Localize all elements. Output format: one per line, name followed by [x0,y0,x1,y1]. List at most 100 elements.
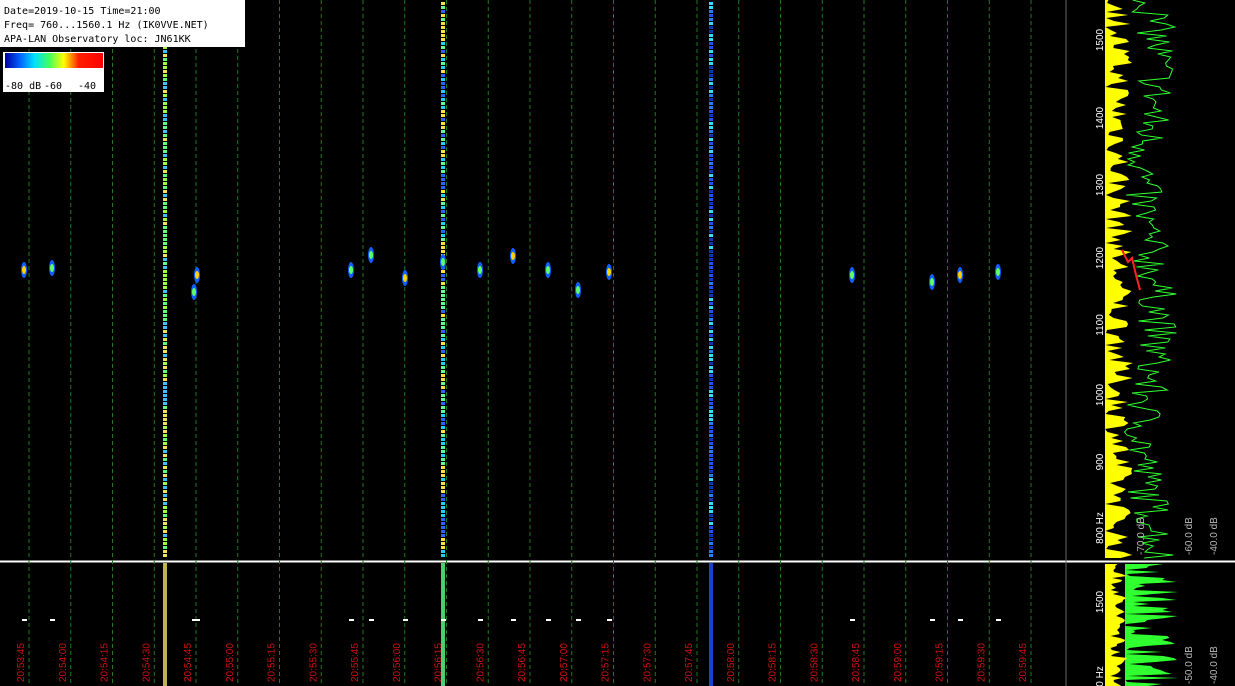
carrier [441,142,445,145]
carrier [163,162,167,165]
lower-echo [576,619,581,621]
carrier [441,446,445,449]
carrier [441,202,445,205]
carrier [163,338,167,341]
spectrum-trace [1123,0,1177,559]
carrier [163,190,167,193]
carrier [163,538,167,541]
carrier [441,434,445,437]
carrier [163,410,167,413]
carrier [709,530,713,533]
carrier [441,198,445,201]
carrier [163,290,167,293]
time-label: 20:54:30 [141,643,152,682]
carrier [441,62,445,65]
carrier [441,406,445,409]
carrier [709,226,713,229]
carrier [441,162,445,165]
carrier [709,510,713,513]
time-label: 20:59:15 [935,643,946,682]
meteor-echo [850,271,854,279]
info-box [0,0,245,47]
carrier [163,374,167,377]
carrier [709,46,713,49]
carrier [163,434,167,437]
time-label: 20:56:45 [517,643,528,682]
carrier [709,290,713,293]
carrier [163,342,167,345]
carrier [441,38,445,41]
carrier [709,258,713,261]
carrier [441,502,445,505]
carrier [709,146,713,149]
carrier [709,18,713,21]
carrier [163,546,167,549]
meteor-echo [192,288,196,296]
carrier [163,398,167,401]
carrier [163,554,167,557]
time-grid: 20:53:45 20:54:00 20:54:15 20:54:30 20:54:45… [16,0,1032,686]
carrier [709,2,713,5]
meteor-echo [607,268,611,276]
carrier [163,278,167,281]
carrier [441,482,445,485]
carrier [709,190,713,193]
carrier [709,294,713,297]
carrier [709,154,713,157]
carrier [163,362,167,365]
lower-echo [441,619,446,621]
carrier [441,454,445,457]
carrier [163,418,167,421]
carrier [441,538,445,541]
carrier [709,106,713,109]
lower-echo [958,619,963,621]
meteor-echo [930,278,934,286]
carrier [163,242,167,245]
carrier [709,66,713,69]
carrier [163,158,167,161]
lower-echo [996,619,1001,621]
carrier [441,74,445,77]
carrier [163,482,167,485]
carrier [709,542,713,545]
carrier [441,302,445,305]
carrier [441,294,445,297]
lower-echo [22,619,27,621]
carrier [709,454,713,457]
carrier [163,454,167,457]
lower-echo [349,619,354,621]
carrier [441,278,445,281]
carrier [163,50,167,53]
lower-echo [369,619,374,621]
carrier [709,306,713,309]
carrier [441,290,445,293]
carrier [163,414,167,417]
carrier [441,134,445,137]
info-line: APA-LAN Observatory loc: JN61KK [4,34,191,45]
carrier [709,430,713,433]
carrier [441,42,445,45]
carrier [441,470,445,473]
carrier [163,386,167,389]
time-label: 20:58:30 [809,643,820,682]
carrier [709,394,713,397]
level-label: -70.0 dB [1136,517,1147,555]
carrier [709,246,713,249]
carrier [163,442,167,445]
carrier [441,194,445,197]
carrier [441,510,445,513]
carrier [709,70,713,73]
carrier [709,270,713,273]
carrier [163,262,167,265]
time-label: 20:56:00 [392,643,403,682]
lower-waterfall [0,563,1065,686]
carrier [709,502,713,505]
carrier [441,318,445,321]
carrier [709,434,713,437]
carrier [709,118,713,121]
carrier [163,426,167,429]
carrier [709,74,713,77]
carrier [163,166,167,169]
carrier [441,486,445,489]
carrier [709,98,713,101]
